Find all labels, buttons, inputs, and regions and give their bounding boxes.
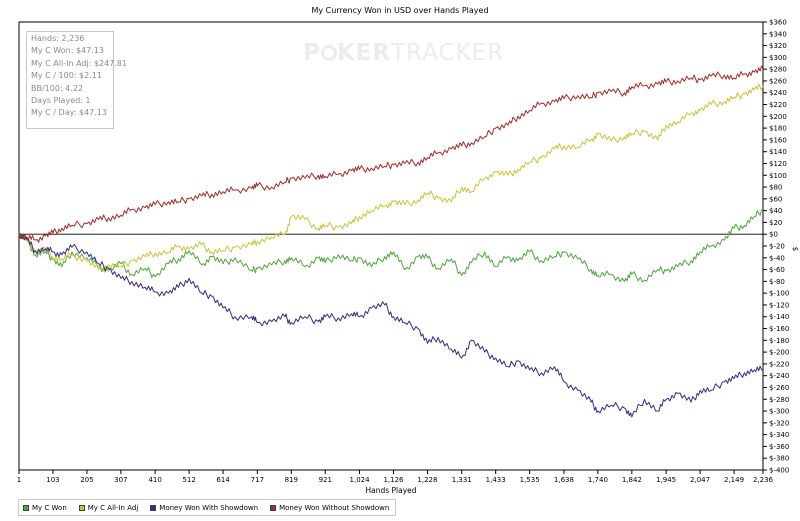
y-tick-label: $-400 [769,467,789,475]
x-tick-label: 1,126 [383,476,404,484]
y-tick-label: $20 [769,219,782,227]
stat-days-played: Days Played: 1 [31,95,91,105]
y-tick-label: $-160 [769,325,789,333]
y-tick-label: $360 [769,19,787,27]
legend-label: Money Won With Showdown [159,503,259,512]
pokertracker-watermark: P KERTRACKER [303,40,504,66]
stat-per-100: My C / 100: $2.11 [31,71,102,81]
y-tick-label: $200 [769,113,787,121]
x-tick-label: 307 [114,476,127,484]
y-tick-label: $220 [769,101,787,109]
x-tick-label: 1,535 [520,476,540,484]
y-tick-label: $-60 [769,266,785,274]
y-tick-label: $-240 [769,372,789,380]
y-tick-label: $-340 [769,431,789,439]
y-tick-label: $0 [769,231,778,239]
y-tick-label: $180 [769,125,787,133]
y-tick-label: $-20 [769,243,785,251]
x-tick-label: 1,945 [656,476,676,484]
stat-allin-adj: My C All-In Adj: $247.81 [31,58,128,68]
x-axis-label: Hands Played [365,486,416,495]
chart-title: My Currency Won in USD over Hands Played [311,6,489,15]
x-tick-label: 1,740 [588,476,608,484]
y-tick-label: $160 [769,136,787,144]
legend-swatch [270,504,277,511]
series-line [18,83,764,272]
x-tick-label: 512 [182,476,195,484]
x-tick-label: 205 [80,476,93,484]
x-tick-label: 1,228 [417,476,437,484]
stat-hands: Hands: 2,236 [31,34,85,43]
y-tick-label: $60 [769,195,782,203]
x-tick-label: 1,842 [622,476,642,484]
x-tick-label: 2,149 [724,476,744,484]
y-tick-label: $40 [769,207,782,215]
y-tick-label: $-80 [769,278,785,286]
x-tick-label: 1,331 [452,476,472,484]
y-tick-label: $280 [769,66,787,74]
y-tick-label: $-40 [769,254,785,262]
y-tick-label: $-200 [769,349,789,357]
y-tick-label: $-320 [769,419,789,427]
legend-swatch [78,504,85,511]
legend-item[interactable]: My C Won [23,504,67,512]
y-tick-label: $-300 [769,408,789,416]
y-tick-label: $-260 [769,384,789,392]
y-tick-label: $260 [769,77,787,85]
legend-item[interactable]: Money Won Without Showdown [270,504,389,512]
watermark-ker: KER [336,40,392,66]
y-tick-label: $340 [769,30,787,38]
stats-box: Hands: 2,236 My C Won: $47.13 My C All-I… [26,31,128,129]
y-tick-label: $-120 [769,301,789,309]
x-tick-label: 614 [216,476,230,484]
x-tick-label: 410 [148,476,161,484]
x-tick-label: 2,236 [753,476,774,484]
x-tick-label: 1,638 [554,476,574,484]
x-tick-label: 717 [251,476,264,484]
y-tick-label: $-140 [769,313,789,321]
stat-bb-100: BB/100: 4.22 [31,83,83,93]
watermark-tracker: TRACKER [391,40,505,66]
x-tick-label: 1 [17,476,21,484]
legend-item[interactable]: My C All-In Adj [78,503,139,512]
y-tick-label: $80 [769,184,782,192]
y-tick-label: $300 [769,54,787,62]
chart-legend: My C Won My C All-In Adj Money Won With … [18,499,397,516]
series-line [18,209,764,283]
stat-won: My C Won: $47.13 [31,46,104,56]
x-tick-label: 1,024 [350,476,371,484]
legend-label: My C Won [32,503,67,512]
chip-icon [320,45,337,61]
x-tick-label: 921 [319,476,332,484]
x-tick-label: 2,047 [690,476,710,484]
series-line [18,233,763,418]
y-tick-label: $-180 [769,337,789,345]
x-tick-label: 819 [285,476,298,484]
y-tick-label: $120 [769,160,787,168]
y-tick-label: $-380 [769,455,789,463]
legend-swatch [23,504,29,511]
watermark-p: P [303,40,321,66]
y-tick-label: $-100 [769,290,789,298]
plot-frame [18,21,764,471]
y-axis-label: $ [791,247,799,251]
y-tick-label: $-280 [769,396,789,404]
x-tick-label: 103 [46,476,59,484]
stat-per-day: My C / Day: $47.13 [31,108,107,118]
y-tick-label: $100 [769,172,787,180]
series-line [18,65,764,243]
legend-swatch [150,504,157,511]
y-tick-label: $-220 [769,360,789,368]
legend-label: My C All-In Adj [87,503,139,512]
legend-item[interactable]: Money Won With Showdown [150,504,258,512]
y-tick-label: $140 [769,148,787,156]
y-tick-label: $-360 [769,443,789,451]
y-tick-label: $320 [769,42,787,50]
x-tick-label: 1,433 [486,476,506,484]
legend-label: Money Won Without Showdown [279,503,390,512]
y-tick-label: $240 [769,89,787,97]
